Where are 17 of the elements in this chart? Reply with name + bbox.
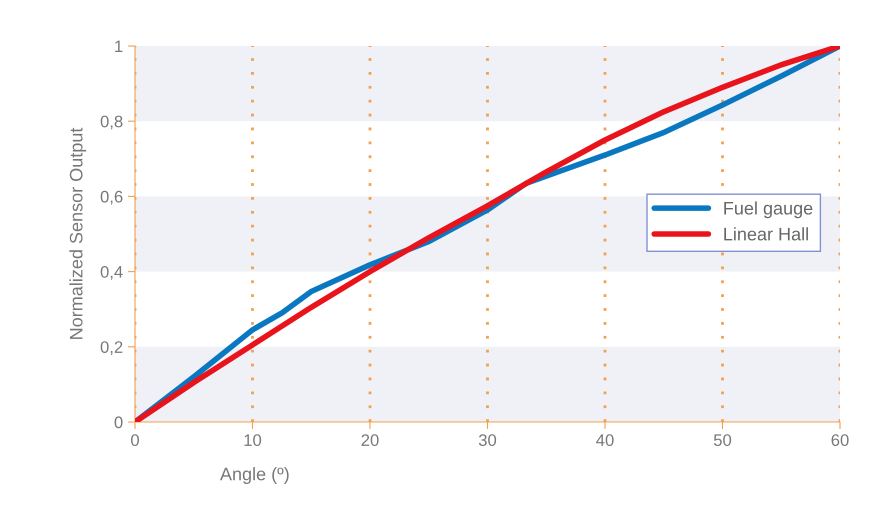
legend-label: Linear Hall — [724, 227, 808, 240]
x-tick-label: 50 — [714, 434, 732, 446]
y-tick-label: 0,4 — [100, 266, 123, 280]
x-tick-label: 20 — [362, 434, 379, 446]
x-tick-label: 0 — [131, 434, 139, 446]
y-tick-label: 0 — [114, 416, 123, 428]
x-tick-label: 40 — [596, 434, 614, 446]
x-tick-label: 30 — [478, 434, 496, 446]
x-tick-label: 10 — [244, 434, 262, 446]
y-tick-label: 0,2 — [100, 341, 122, 355]
y-axis-title: Normalized Sensor Output — [69, 128, 86, 339]
x-axis-title: Angle (º) — [220, 467, 289, 484]
y-tick-label: 0,8 — [100, 116, 122, 130]
x-tick-label: 60 — [832, 434, 849, 446]
y-tick-label: 0,6 — [100, 190, 122, 205]
legend-label: Fuel gauge — [724, 201, 812, 218]
y-tick-label: 1 — [115, 40, 122, 52]
